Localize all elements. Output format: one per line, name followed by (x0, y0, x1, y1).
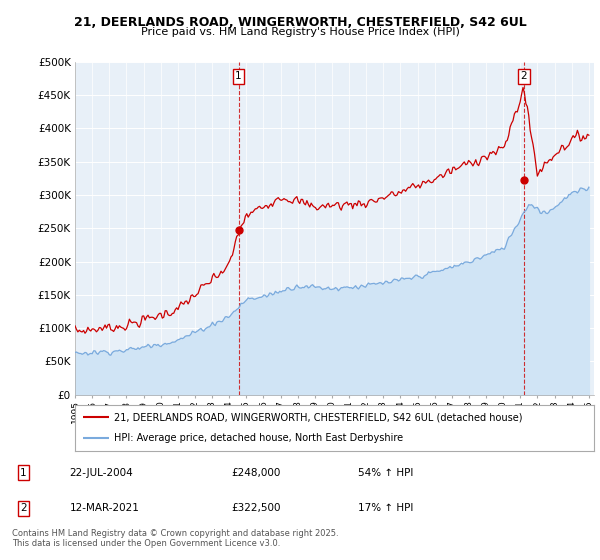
Text: 54% ↑ HPI: 54% ↑ HPI (358, 468, 413, 478)
Text: HPI: Average price, detached house, North East Derbyshire: HPI: Average price, detached house, Nort… (114, 433, 403, 444)
Text: 1: 1 (20, 468, 27, 478)
Text: 21, DEERLANDS ROAD, WINGERWORTH, CHESTERFIELD, S42 6UL (detached house): 21, DEERLANDS ROAD, WINGERWORTH, CHESTER… (114, 412, 523, 422)
Text: 21, DEERLANDS ROAD, WINGERWORTH, CHESTERFIELD, S42 6UL: 21, DEERLANDS ROAD, WINGERWORTH, CHESTER… (74, 16, 526, 29)
Text: 22-JUL-2004: 22-JUL-2004 (70, 468, 133, 478)
Text: 12-MAR-2021: 12-MAR-2021 (70, 503, 139, 514)
Text: Contains HM Land Registry data © Crown copyright and database right 2025.
This d: Contains HM Land Registry data © Crown c… (12, 529, 338, 548)
Text: £322,500: £322,500 (231, 503, 280, 514)
Text: Price paid vs. HM Land Registry's House Price Index (HPI): Price paid vs. HM Land Registry's House … (140, 27, 460, 37)
Text: 17% ↑ HPI: 17% ↑ HPI (358, 503, 413, 514)
Text: £248,000: £248,000 (231, 468, 280, 478)
Text: 1: 1 (235, 71, 242, 81)
Text: 2: 2 (20, 503, 27, 514)
Text: 2: 2 (520, 71, 527, 81)
